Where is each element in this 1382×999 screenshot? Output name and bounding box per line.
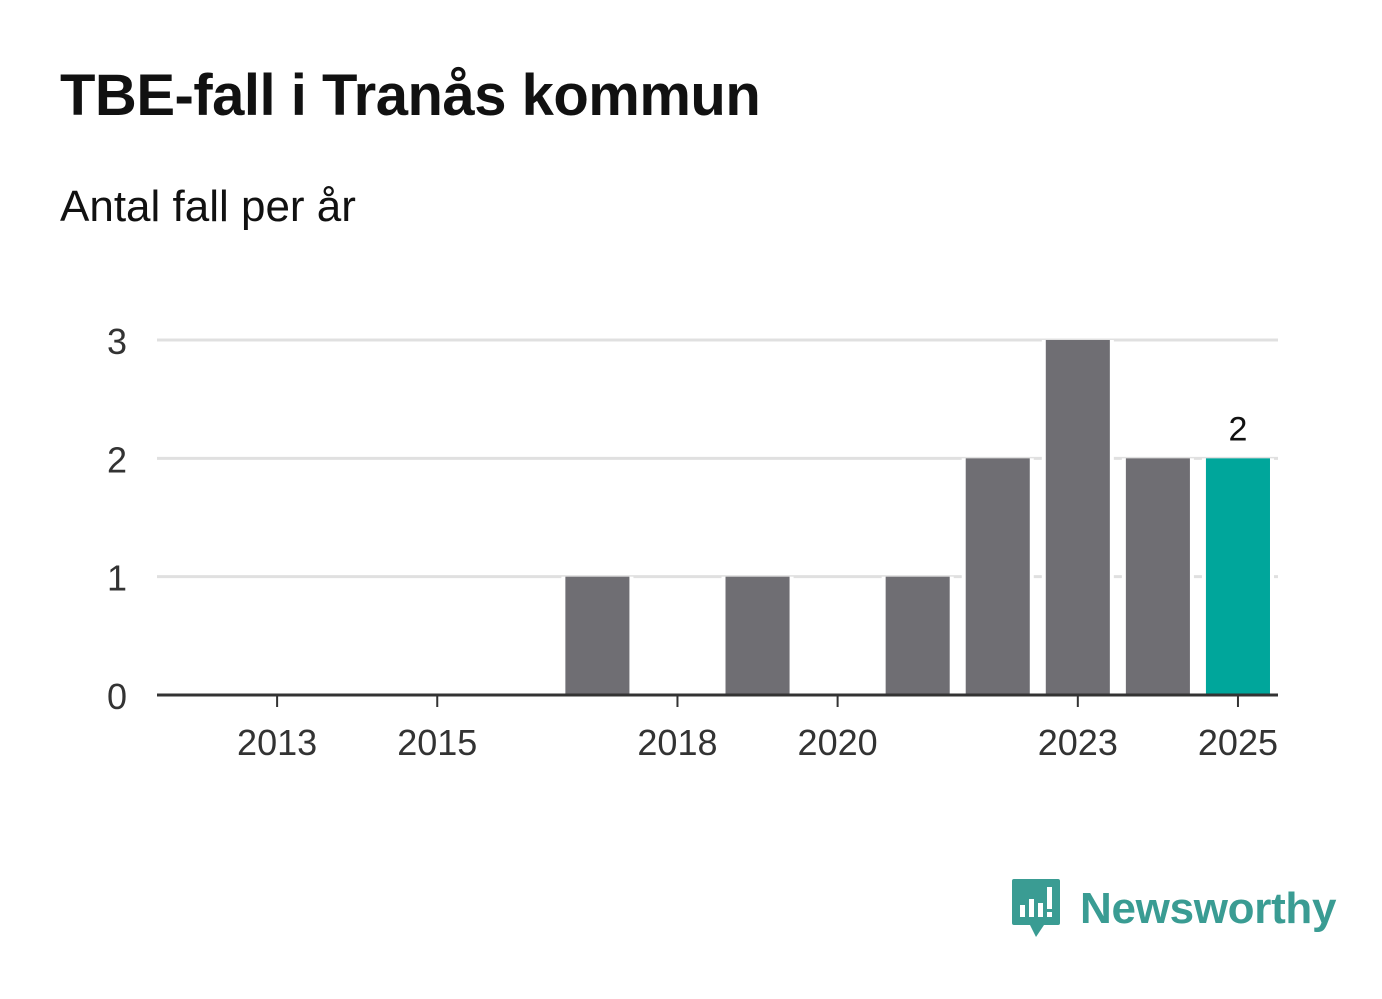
y-tick-label: 3 bbox=[107, 321, 127, 362]
chart-subtitle: Antal fall per år bbox=[60, 182, 356, 231]
bar-2024 bbox=[1125, 458, 1190, 695]
bar-2022 bbox=[965, 458, 1030, 695]
brand-logo: Newsworthy bbox=[1010, 876, 1336, 942]
x-tick-label: 2020 bbox=[798, 722, 878, 763]
y-tick-label: 0 bbox=[107, 676, 127, 717]
bar-2021 bbox=[885, 576, 950, 695]
bar-2019 bbox=[725, 576, 790, 695]
x-tick-label: 2025 bbox=[1198, 722, 1278, 763]
data-labels: 2 bbox=[1229, 410, 1248, 448]
bar-2025 bbox=[1205, 458, 1270, 695]
x-tick-labels: 2013 2015 2018 2020 2023 2025 bbox=[237, 722, 1278, 763]
bar-2017 bbox=[565, 576, 630, 695]
x-tick-label: 2018 bbox=[637, 722, 717, 763]
data-label-2025: 2 bbox=[1229, 410, 1248, 448]
y-tick-label: 2 bbox=[107, 439, 127, 480]
x-tick-label: 2023 bbox=[1038, 722, 1118, 763]
x-tick-label: 2015 bbox=[397, 722, 477, 763]
chart-title: TBE-fall i Tranås kommun bbox=[60, 63, 761, 128]
y-tick-label: 1 bbox=[107, 558, 127, 599]
bar-2023 bbox=[1045, 340, 1110, 695]
bars bbox=[561, 340, 1274, 695]
x-tick-label: 2013 bbox=[237, 722, 317, 763]
y-tick-labels: 0 1 2 3 bbox=[107, 321, 127, 717]
brand-name: Newsworthy bbox=[1080, 884, 1337, 933]
newsworthy-logo-icon bbox=[1012, 879, 1060, 937]
x-axis bbox=[157, 693, 1278, 707]
